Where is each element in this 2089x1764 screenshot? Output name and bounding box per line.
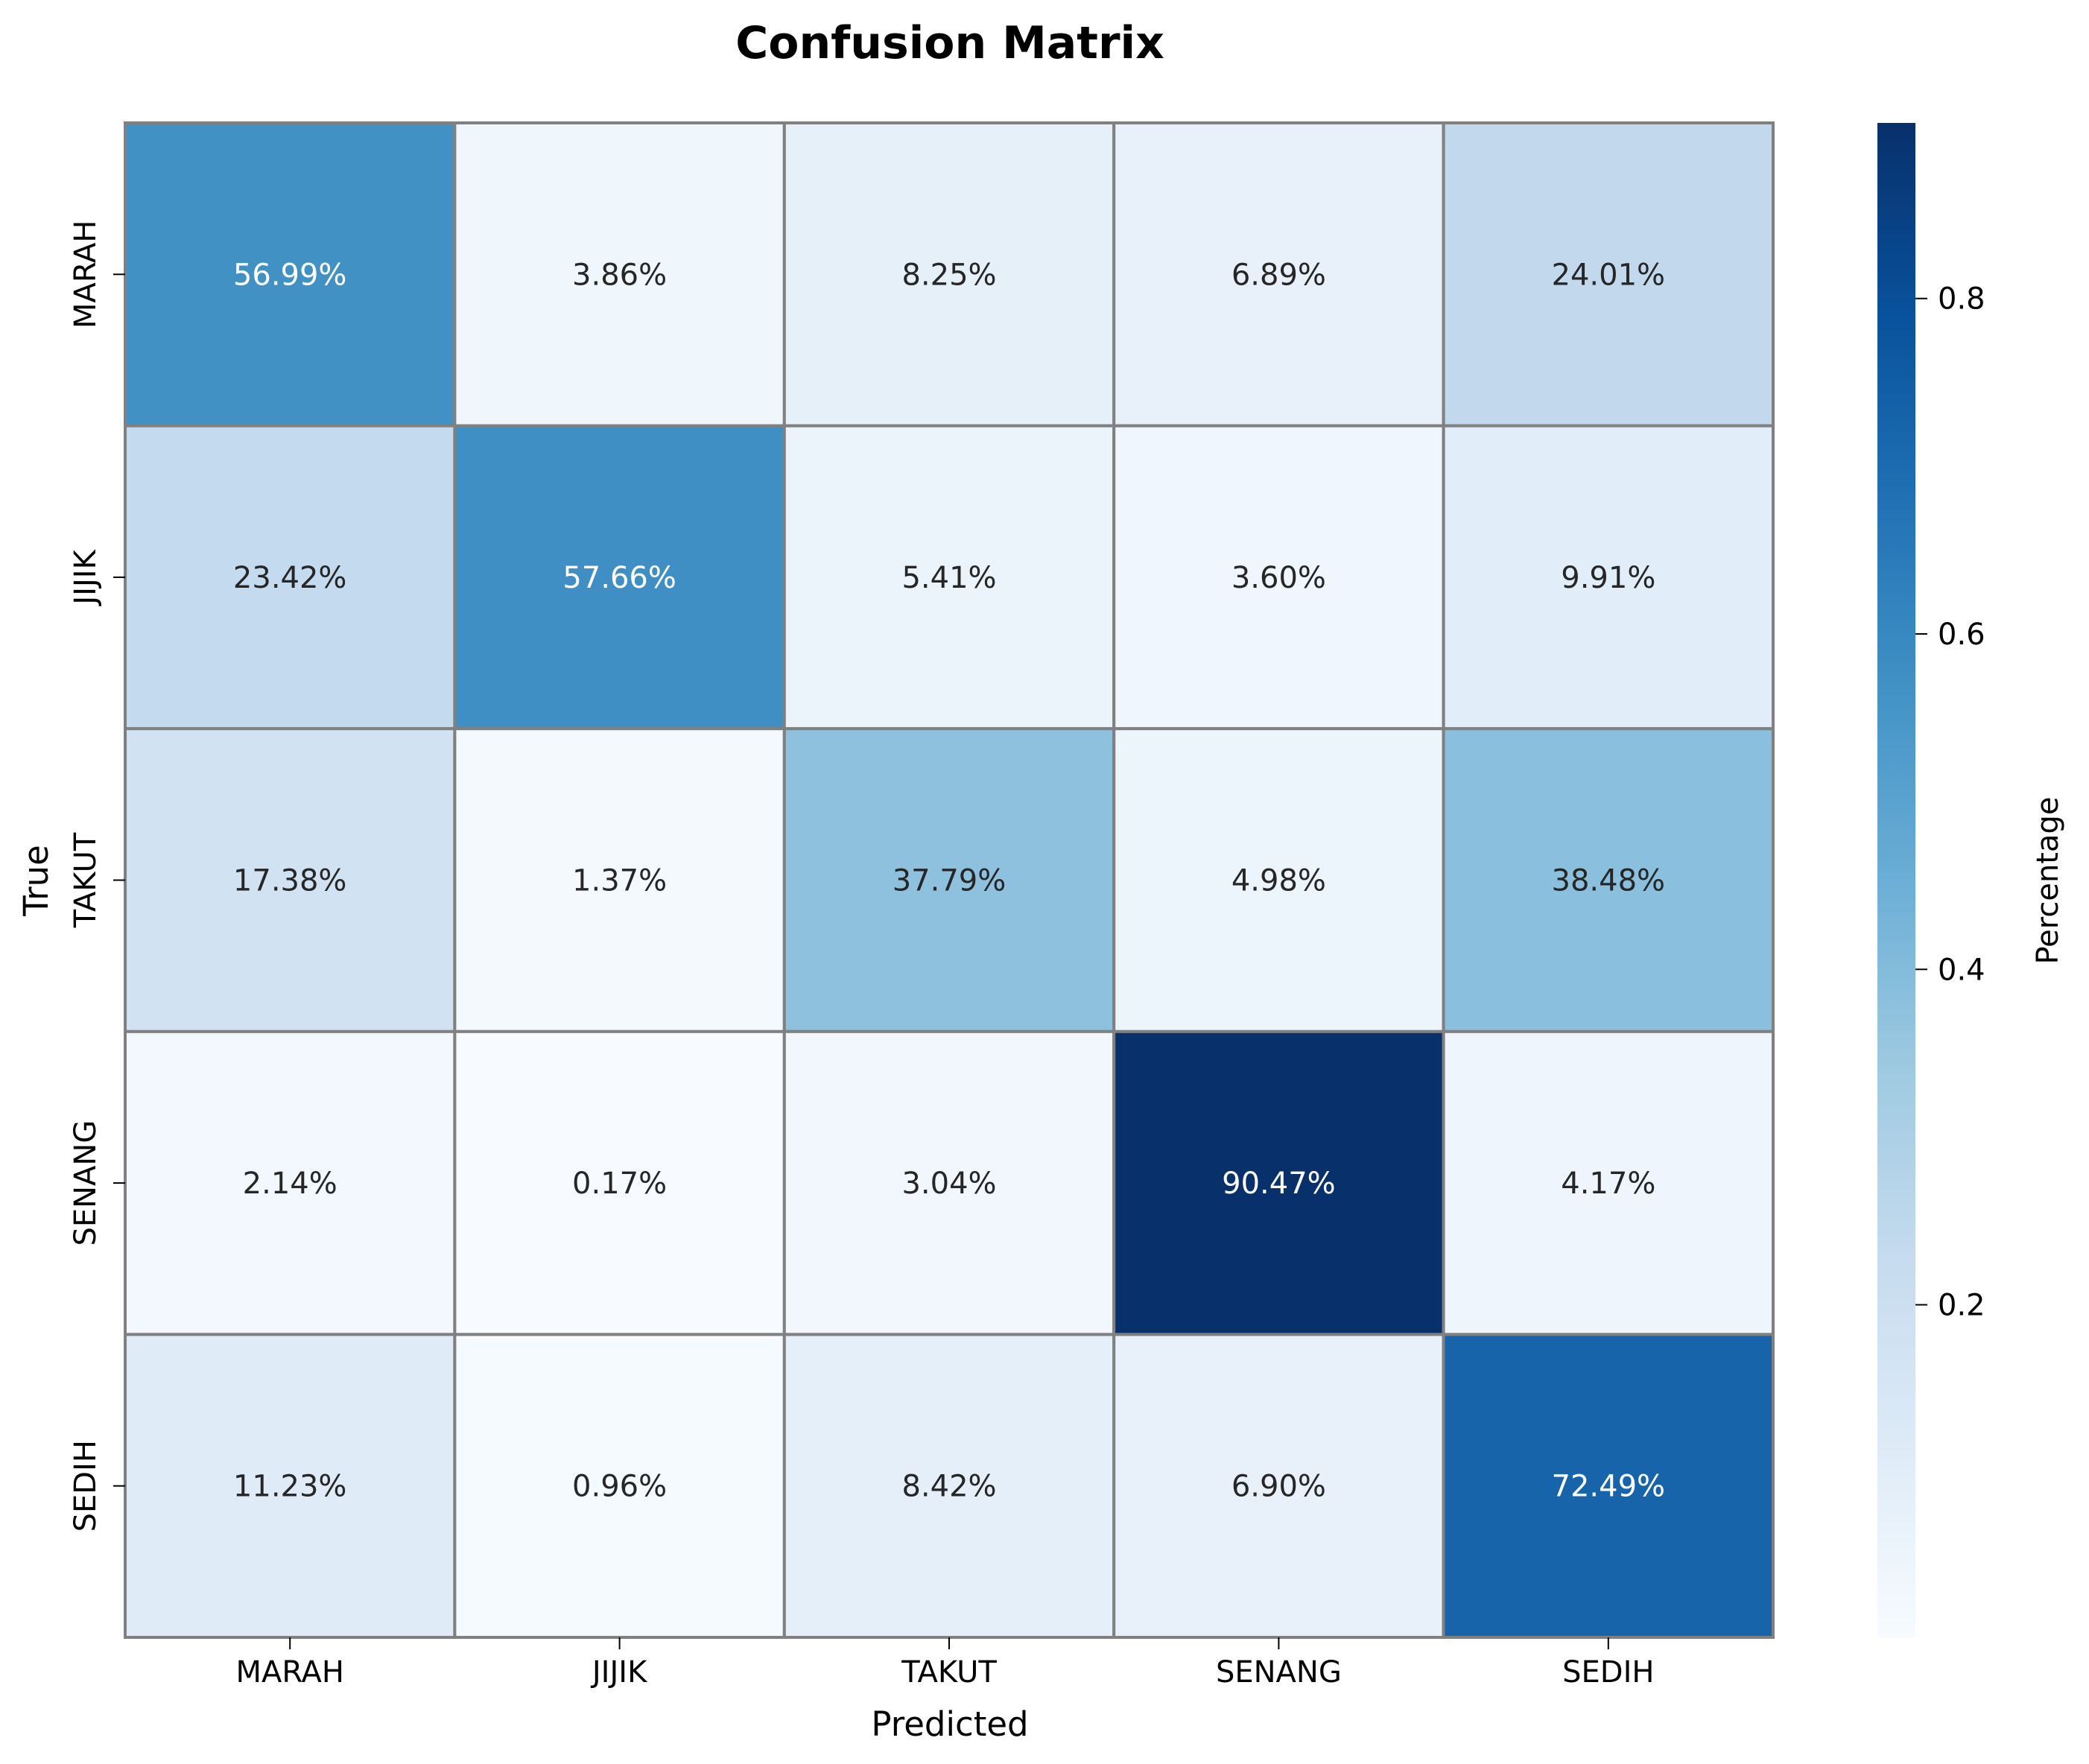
colorbar: 0.2 0.4 0.6 0.8 Percentage	[1877, 123, 2065, 1637]
heatmap-cell	[453, 727, 786, 1033]
heatmap-cell	[782, 1029, 1116, 1336]
y-tick-label: SEDIH	[69, 1440, 103, 1532]
cell-value-label: 11.23%	[233, 1470, 347, 1504]
cell-value-label: 90.47%	[1222, 1167, 1336, 1201]
colorbar-tick-label: 0.8	[1938, 282, 1985, 317]
chart-title: Confusion Matrix	[735, 17, 1164, 69]
colorbar-ticks: 0.2 0.4 0.6 0.8	[1915, 282, 1985, 1323]
x-tick-label: MARAH	[235, 1655, 344, 1690]
cell-value-label: 56.99%	[233, 258, 347, 292]
cell-value-label: 3.86%	[572, 258, 667, 292]
x-axis-label: Predicted	[871, 1704, 1028, 1744]
heatmap-cell	[1112, 1029, 1445, 1336]
heatmap-cells	[124, 121, 1775, 1640]
cell-value-label: 8.25%	[901, 258, 996, 292]
heatmap-cell	[782, 1333, 1116, 1640]
heatmap-cell	[453, 121, 786, 428]
cell-value-label: 0.96%	[572, 1470, 667, 1504]
heatmap-cell	[1442, 1333, 1775, 1640]
heatmap-cell	[1442, 727, 1775, 1033]
y-tick-label: SENANG	[69, 1120, 103, 1246]
cell-value-label: 37.79%	[893, 864, 1007, 898]
colorbar-tick-label: 0.6	[1938, 618, 1985, 652]
cell-value-label: 0.17%	[572, 1167, 667, 1201]
x-tick-label: JIJIK	[590, 1655, 648, 1690]
y-axis-label: True	[16, 845, 56, 917]
heatmap-cell	[1112, 121, 1445, 428]
heatmap-cell-labels: 56.99% 3.86% 8.25% 6.89% 24.01% 23.42% 57.66% 5…	[233, 258, 1665, 1503]
cell-value-label: 9.91%	[1561, 561, 1655, 595]
cell-value-label: 4.17%	[1561, 1167, 1655, 1201]
y-tick-label: TAKUT	[69, 832, 103, 928]
cell-value-label: 5.41%	[901, 561, 996, 595]
cell-value-label: 23.42%	[233, 561, 347, 595]
colorbar-tick-label: 0.2	[1938, 1289, 1985, 1323]
heatmap-cell	[124, 424, 457, 731]
colorbar-gradient	[1877, 123, 1915, 1637]
cell-value-label: 4.98%	[1231, 864, 1326, 898]
heatmap-cell	[124, 1333, 457, 1640]
heatmap-cell	[782, 121, 1116, 428]
x-tick-label: SENANG	[1216, 1655, 1342, 1690]
cell-value-label: 38.48%	[1552, 864, 1666, 898]
cell-value-label: 17.38%	[233, 864, 347, 898]
cell-value-label: 1.37%	[572, 864, 667, 898]
colorbar-label: Percentage	[2031, 796, 2065, 964]
cell-value-label: 6.90%	[1231, 1470, 1326, 1504]
cell-value-label: 3.04%	[901, 1167, 996, 1201]
y-tick-label: JIJIK	[69, 548, 103, 606]
heatmap-cell	[1442, 121, 1775, 428]
cell-value-label: 57.66%	[562, 561, 676, 595]
cell-value-label: 6.89%	[1231, 258, 1326, 292]
cell-value-label: 8.42%	[901, 1470, 996, 1504]
cell-value-label: 24.01%	[1552, 258, 1666, 292]
colorbar-tick-label: 0.4	[1938, 953, 1985, 987]
cell-value-label: 72.49%	[1552, 1470, 1666, 1504]
heatmap-cell	[453, 1029, 786, 1336]
heatmap-cell	[1442, 424, 1775, 731]
heatmap-cell	[782, 424, 1116, 731]
heatmap-cell	[782, 727, 1116, 1033]
heatmap-cell	[1112, 727, 1445, 1033]
x-axis: MARAH JIJIK TAKUT SENANG SEDIH	[235, 1637, 1654, 1690]
cell-value-label: 2.14%	[243, 1167, 337, 1201]
cell-value-label: 3.60%	[1231, 561, 1326, 595]
x-tick-label: SEDIH	[1562, 1655, 1654, 1690]
y-tick-label: MARAH	[69, 220, 103, 329]
y-axis: MARAH JIJIK TAKUT SENANG SEDIH	[69, 220, 125, 1532]
x-tick-label: TAKUT	[901, 1655, 997, 1690]
heatmap-cell	[1442, 1029, 1775, 1336]
heatmap-cell	[124, 121, 457, 428]
heatmap-cell	[453, 1333, 786, 1640]
